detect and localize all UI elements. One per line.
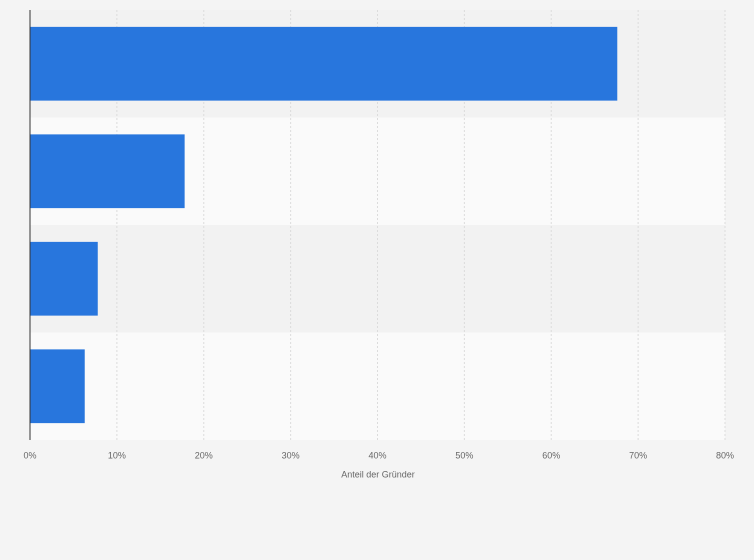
x-tick-label: 70% (629, 450, 647, 460)
x-tick-label: 60% (542, 450, 560, 460)
bar (30, 241, 98, 316)
x-tick-label: 30% (282, 450, 300, 460)
bar (30, 134, 185, 209)
x-tick-label: 20% (195, 450, 213, 460)
x-tick-label: 40% (368, 450, 386, 460)
x-tick-label: 0% (23, 450, 36, 460)
x-tick-label: 80% (716, 450, 734, 460)
x-tick-label: 50% (455, 450, 473, 460)
bar (30, 349, 85, 424)
x-axis-title: Anteil der Gründer (341, 469, 415, 479)
bar (30, 26, 618, 101)
x-tick-label: 10% (108, 450, 126, 460)
